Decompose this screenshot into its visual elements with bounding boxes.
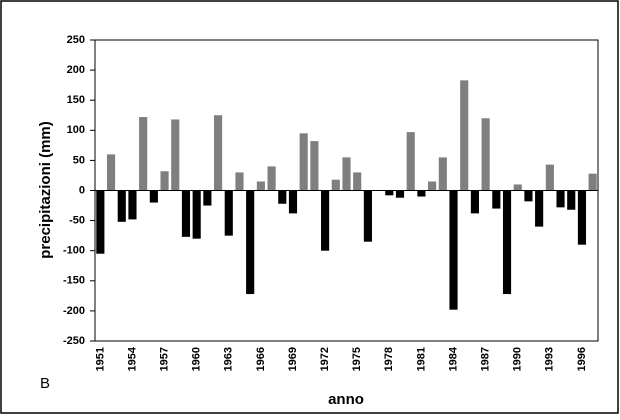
y-tick-label: -250 <box>63 335 85 347</box>
bar <box>203 190 212 206</box>
bar <box>128 190 137 220</box>
x-tick-label: 1993 <box>544 347 556 371</box>
bar <box>385 190 394 196</box>
bar <box>428 181 437 191</box>
bar <box>192 190 201 239</box>
x-tick-label: 1954 <box>126 346 138 371</box>
bar <box>470 190 479 214</box>
bar <box>449 190 458 310</box>
bar <box>535 190 544 227</box>
bar <box>235 172 244 191</box>
y-tick-label: 0 <box>79 184 85 196</box>
bar <box>492 190 501 209</box>
x-axis-title: anno <box>328 391 364 408</box>
bar <box>588 173 597 191</box>
y-tick-label: 100 <box>67 124 85 136</box>
x-tick-label: 1981 <box>415 347 427 371</box>
y-tick-label: 250 <box>67 34 85 46</box>
x-tick-label: 1990 <box>512 347 524 371</box>
bar <box>299 133 308 191</box>
x-tick-label: 1987 <box>480 347 492 371</box>
bar <box>278 190 287 204</box>
bar <box>502 190 512 295</box>
x-tick-label: 1972 <box>319 347 331 371</box>
bar <box>246 190 255 295</box>
bar <box>224 190 233 236</box>
bar <box>149 190 158 203</box>
bar <box>524 190 533 202</box>
y-tick-label: -200 <box>63 305 85 317</box>
bar <box>96 190 105 254</box>
bar <box>160 171 169 191</box>
bar <box>117 190 126 222</box>
bar <box>395 190 405 198</box>
bar <box>214 115 223 191</box>
bar <box>106 154 116 191</box>
y-tick-label: 200 <box>67 64 85 76</box>
bar <box>545 164 554 191</box>
bar <box>171 119 180 191</box>
x-tick-label: 1996 <box>576 347 588 371</box>
x-tick-label: 1978 <box>383 347 395 371</box>
bar <box>438 157 447 191</box>
bar <box>321 190 330 251</box>
x-tick-label: 1966 <box>255 347 267 371</box>
bar <box>342 157 351 191</box>
panel-label: B <box>40 375 50 392</box>
y-tick-label: 50 <box>73 154 85 166</box>
x-tick-label: 1957 <box>158 347 170 371</box>
bar <box>288 190 298 214</box>
bar <box>460 80 469 191</box>
x-tick-label: 1984 <box>447 346 459 371</box>
bar <box>406 132 415 191</box>
bar <box>256 181 265 191</box>
bar <box>363 190 372 242</box>
y-tick-label: -100 <box>63 245 85 257</box>
bar <box>267 166 276 191</box>
bar <box>556 190 565 208</box>
y-tick-label: -150 <box>63 275 85 287</box>
bar <box>481 118 490 191</box>
bar <box>567 190 576 210</box>
bar <box>353 172 362 191</box>
bar <box>577 190 587 245</box>
x-tick-label: 1963 <box>223 347 235 371</box>
y-tick-label: -50 <box>69 215 85 227</box>
x-tick-label: 1969 <box>287 347 299 371</box>
x-tick-label: 1975 <box>351 347 363 371</box>
x-tick-label: 1951 <box>94 347 106 371</box>
x-tick-label: 1960 <box>191 347 203 371</box>
bar <box>417 190 426 197</box>
bar <box>181 190 191 237</box>
y-axis-title: precipitazioni (mm) <box>37 121 54 259</box>
bar <box>139 117 148 191</box>
bar <box>513 184 522 191</box>
bar <box>310 141 319 191</box>
y-tick-label: 150 <box>67 94 85 106</box>
bar <box>331 179 340 191</box>
